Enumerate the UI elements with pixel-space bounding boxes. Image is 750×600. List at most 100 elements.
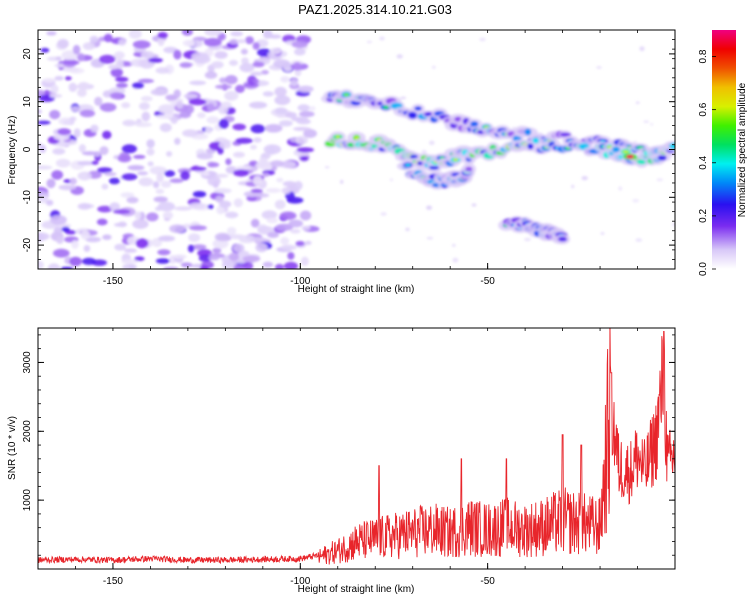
noise-blob — [273, 59, 291, 69]
noise-blob — [274, 263, 285, 269]
noise-blob — [179, 62, 192, 68]
noise-blob — [225, 75, 238, 85]
noise-blob — [155, 258, 170, 264]
noise-blob — [239, 63, 255, 73]
noise-blob — [207, 204, 214, 210]
noise-blob — [174, 137, 181, 145]
noise-blob — [294, 48, 306, 56]
noise-blob — [290, 78, 299, 87]
noise-blob — [118, 38, 127, 46]
noise-blob — [58, 184, 77, 191]
noise-blob — [50, 215, 67, 225]
noise-blob — [214, 232, 231, 242]
noise-blob — [268, 34, 282, 39]
noise-blob — [250, 124, 266, 134]
noise-blob — [309, 106, 316, 111]
noise-blob — [169, 224, 186, 233]
noise-blob — [82, 42, 96, 50]
noise-blob — [639, 46, 645, 52]
noise-blob — [124, 248, 137, 253]
noise-blob — [581, 176, 588, 181]
noise-blob — [115, 59, 124, 70]
noise-blob — [245, 36, 254, 45]
noise-blob — [150, 88, 168, 96]
noise-blob — [49, 93, 63, 98]
noise-blob — [189, 166, 207, 171]
noise-blob — [225, 211, 239, 219]
noise-blob — [104, 172, 117, 177]
noise-blob — [235, 137, 253, 144]
noise-blob — [429, 140, 435, 145]
noise-blob — [265, 188, 282, 193]
noise-blob — [40, 47, 50, 53]
noise-blob — [226, 227, 237, 235]
noise-blob — [282, 181, 297, 187]
noise-blob — [452, 243, 456, 247]
noise-blob — [146, 148, 155, 156]
noise-blob — [99, 102, 117, 112]
noise-blob — [297, 104, 310, 112]
noise-blob — [138, 177, 154, 187]
noise-blob — [426, 236, 434, 240]
noise-blob — [56, 236, 64, 244]
noise-blob — [151, 237, 163, 248]
noise-blob — [183, 93, 198, 99]
noise-blob — [121, 173, 138, 181]
noise-blob — [255, 242, 268, 253]
noise-blob — [158, 104, 175, 114]
noise-blob — [208, 255, 220, 261]
noise-blob — [253, 137, 262, 143]
noise-blob — [77, 88, 87, 98]
noise-blob — [140, 50, 155, 59]
noise-blob — [233, 151, 245, 158]
noise-blob — [236, 39, 247, 44]
noise-blob — [600, 232, 605, 235]
noise-blob — [249, 101, 268, 109]
noise-blob — [71, 240, 79, 249]
noise-blob — [38, 109, 42, 114]
noise-blob — [109, 92, 123, 100]
noise-blob — [132, 40, 151, 49]
noise-blob — [301, 225, 311, 231]
noise-blob — [242, 261, 254, 269]
peak-mark — [626, 154, 635, 159]
noise-blob — [295, 135, 309, 145]
noise-blob — [288, 219, 304, 228]
noise-blob — [64, 76, 72, 81]
noise-blob — [274, 86, 287, 97]
noise-blob — [596, 66, 602, 69]
noise-blob — [182, 129, 199, 137]
noise-blob — [73, 128, 81, 138]
noise-blob — [157, 36, 165, 47]
noise-blob — [101, 183, 109, 190]
colorbar-ticks: 0.0 0.2 0.4 0.6 0.8 — [698, 49, 716, 276]
y-tick-label: -20 — [22, 237, 33, 252]
main-branch-mark — [622, 150, 630, 154]
noise-blob — [49, 109, 61, 120]
noise-blob — [396, 54, 403, 59]
noise-blob — [230, 31, 244, 37]
noise-blob — [38, 165, 53, 170]
noise-blob — [219, 77, 227, 84]
noise-blob — [216, 205, 226, 215]
colorbar-gradient — [712, 30, 736, 269]
colorbar-tick-label: 0.2 — [698, 209, 709, 223]
noise-blob — [235, 84, 245, 93]
noise-blob — [300, 156, 309, 161]
noise-blob — [174, 206, 192, 211]
noise-blob — [147, 161, 154, 167]
noise-blob — [207, 176, 221, 187]
noise-blob — [127, 165, 145, 171]
noise-blob — [51, 170, 64, 180]
upper-branch-mark — [343, 93, 350, 97]
noise-blob — [300, 256, 309, 266]
noise-blob — [158, 235, 176, 242]
noise-blob — [400, 96, 407, 100]
upper-branch-mark — [425, 112, 433, 116]
noise-blob — [77, 81, 90, 91]
lower-branch-mark — [404, 163, 411, 167]
colorbar-tick-label: 0.4 — [698, 155, 709, 169]
main-branch-mark — [532, 137, 540, 144]
main-branch-mark — [429, 165, 440, 170]
